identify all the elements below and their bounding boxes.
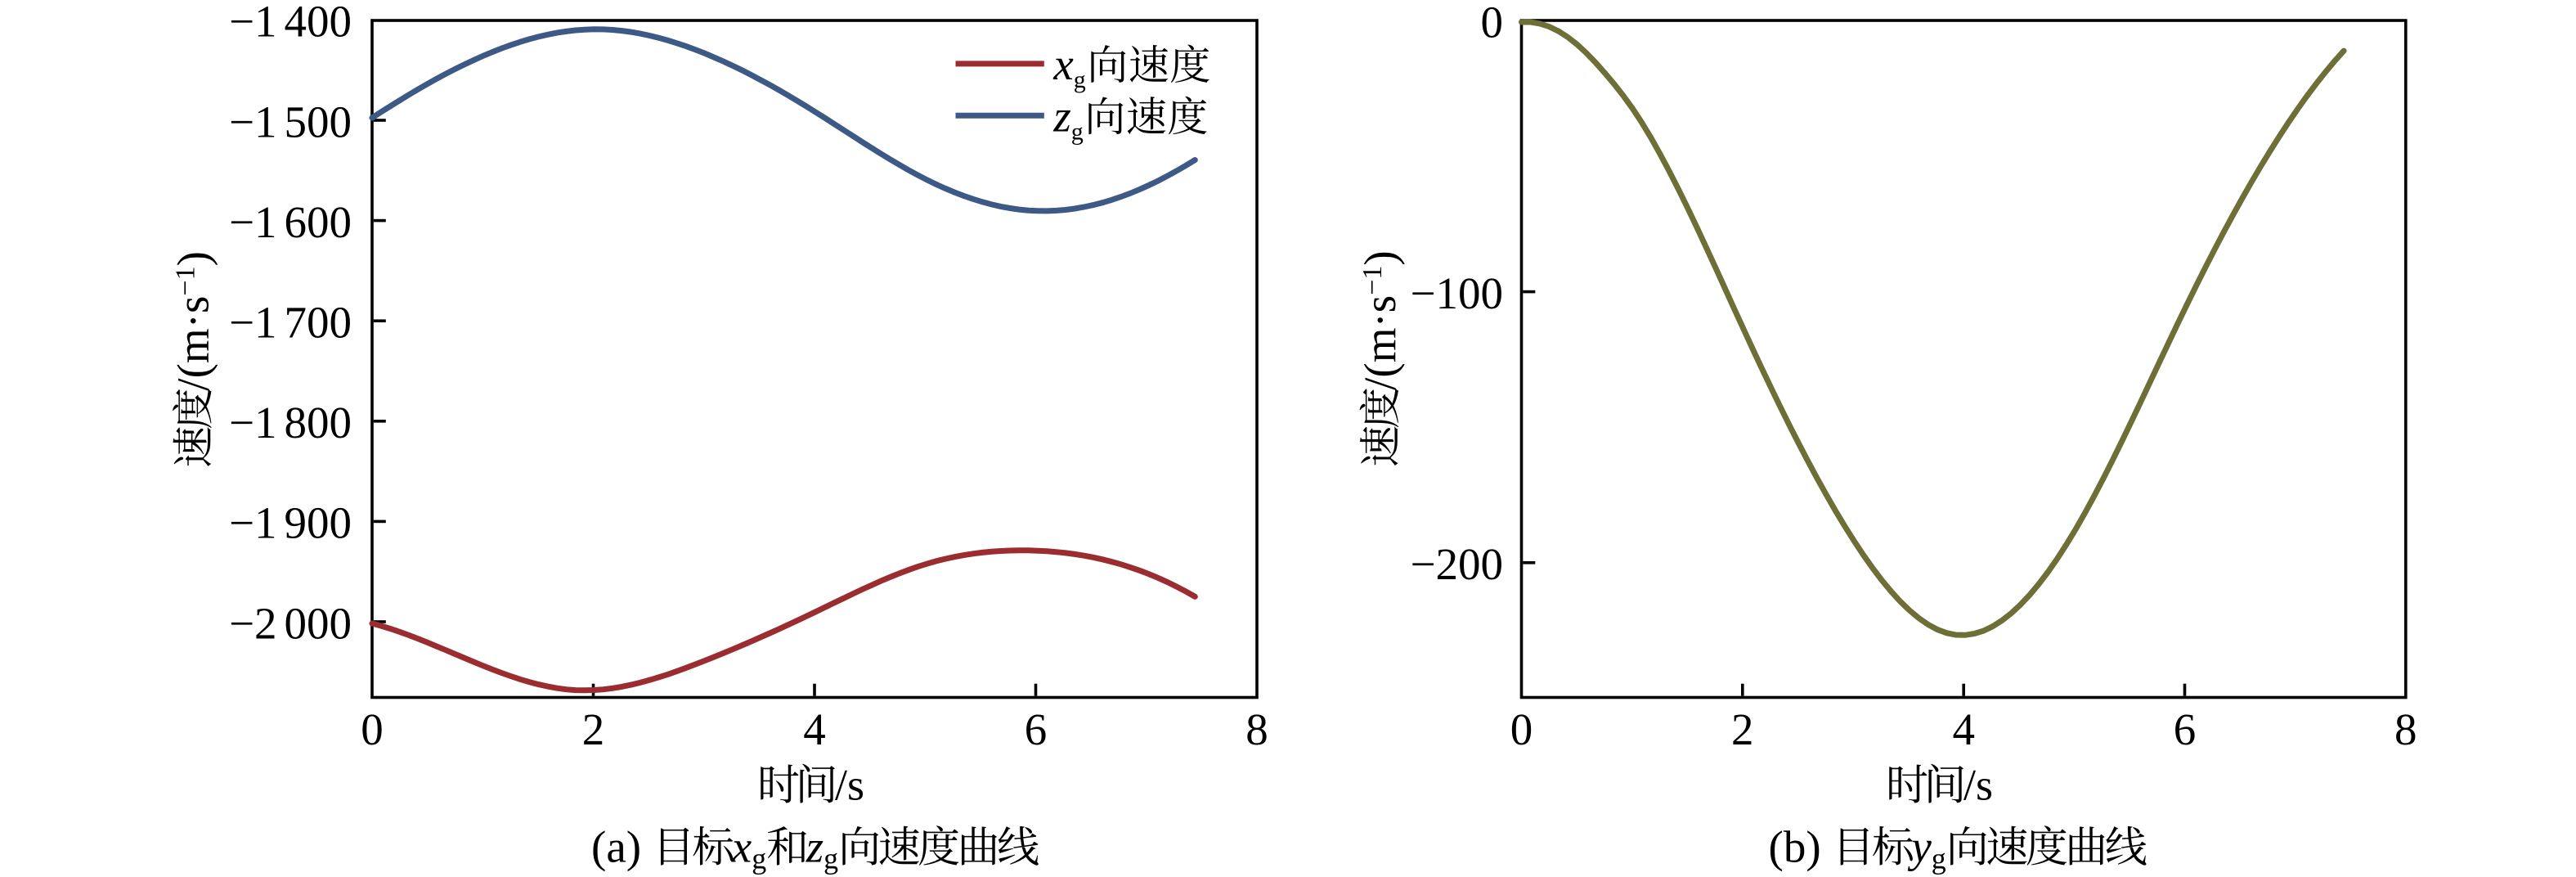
svg-text:0: 0	[1481, 0, 1504, 47]
svg-text:6: 6	[1025, 704, 1048, 754]
svg-text:8: 8	[2394, 704, 2417, 754]
svg-text:z: z	[1052, 91, 1070, 141]
svg-text:): )	[1355, 250, 1405, 265]
svg-text:−100: −100	[1410, 268, 1503, 318]
svg-text:g: g	[1071, 118, 1084, 145]
svg-text:y: y	[1907, 822, 1932, 872]
svg-text:x: x	[1052, 39, 1074, 89]
svg-text:): )	[168, 251, 218, 266]
svg-text:−1: −1	[171, 266, 201, 295]
svg-text:g: g	[1074, 66, 1086, 93]
svg-text:z: z	[806, 822, 824, 872]
svg-text:/s: /s	[835, 761, 864, 810]
svg-text:g: g	[1932, 843, 1946, 875]
svg-text:0: 0	[1510, 704, 1533, 754]
svg-text:x: x	[731, 822, 752, 872]
svg-text:−200: −200	[1410, 539, 1503, 589]
svg-text:−1: −1	[1358, 266, 1388, 295]
svg-text:(b): (b)	[1769, 822, 1821, 872]
svg-text:/(m·s: /(m·s	[168, 296, 218, 391]
svg-text:/s: /s	[1963, 761, 1993, 810]
svg-text:6: 6	[2174, 704, 2197, 754]
svg-text:2: 2	[1731, 704, 1754, 754]
svg-text:8: 8	[1245, 704, 1268, 754]
svg-text:4: 4	[1952, 704, 1975, 754]
svg-text:(a): (a)	[591, 822, 641, 872]
svg-text:/(m·s: /(m·s	[1355, 295, 1405, 390]
svg-text:4: 4	[803, 704, 826, 754]
svg-text:2: 2	[582, 704, 605, 754]
svg-text:g: g	[752, 843, 766, 875]
svg-text:g: g	[824, 843, 838, 875]
svg-text:0: 0	[361, 704, 384, 754]
